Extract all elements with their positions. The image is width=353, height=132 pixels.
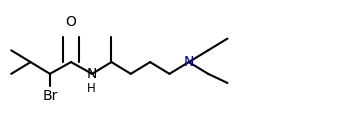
Text: O: O	[66, 15, 77, 29]
Text: N: N	[184, 55, 194, 69]
Text: N: N	[86, 67, 97, 81]
Text: Br: Br	[42, 89, 58, 103]
Text: H: H	[87, 82, 96, 95]
